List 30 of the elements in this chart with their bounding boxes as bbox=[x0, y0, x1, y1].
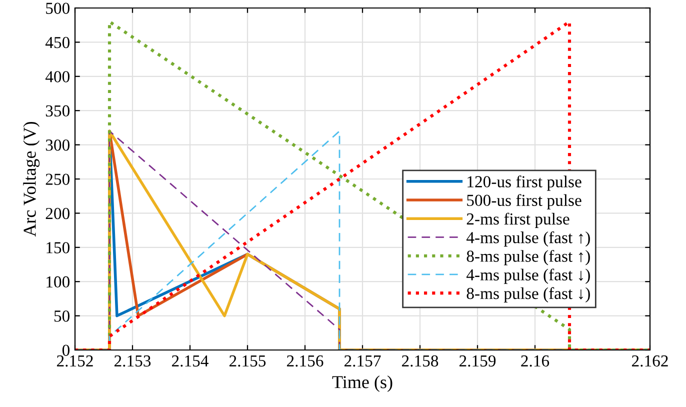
x-tick-label: 2.155 bbox=[229, 355, 266, 367]
x-tick-label: 2.153 bbox=[114, 355, 151, 367]
x-axis-title: Time (s) bbox=[332, 376, 392, 392]
y-tick-label: 500 bbox=[46, 2, 70, 14]
legend-label: 8-ms pulse (fast ↓) bbox=[466, 287, 590, 302]
legend-label: 8-ms pulse (fast ↑) bbox=[466, 250, 590, 266]
legend-label: 2-ms first pulse bbox=[466, 212, 570, 228]
x-tick-label: 2.154 bbox=[172, 355, 208, 367]
legend-label: 4-ms pulse (fast ↑) bbox=[466, 231, 590, 247]
x-tick-label: 2.162 bbox=[632, 355, 668, 367]
y-tick-label: 300 bbox=[46, 140, 70, 151]
y-tick-label: 150 bbox=[46, 242, 70, 254]
y-tick-label: 50 bbox=[54, 310, 70, 322]
x-tick-label: 2.159 bbox=[459, 355, 496, 367]
x-tick-label: 2.158 bbox=[402, 355, 438, 367]
x-tick-label: 2.156 bbox=[286, 355, 324, 367]
legend-label: 4-ms pulse (fast ↓) bbox=[466, 268, 590, 284]
y-tick-label: 200 bbox=[46, 208, 70, 220]
x-tick-label: 2.157 bbox=[344, 355, 381, 367]
y-tick-label: 400 bbox=[45, 71, 70, 82]
x-tick-label: 2.16 bbox=[521, 355, 550, 367]
y-tick-label: 0 bbox=[62, 344, 70, 356]
y-tick-label: 450 bbox=[45, 36, 70, 48]
y-tick-label: 100 bbox=[46, 276, 70, 288]
y-axis-title: Arc Voltage (V) bbox=[23, 122, 40, 237]
legend-label: 120-us first pulse bbox=[468, 175, 582, 191]
legend-label: 500-us first pulse bbox=[467, 194, 582, 210]
y-tick-label: 250 bbox=[46, 174, 70, 185]
x-tick-label: 2.152 bbox=[56, 355, 93, 367]
y-tick-label: 350 bbox=[46, 105, 70, 117]
